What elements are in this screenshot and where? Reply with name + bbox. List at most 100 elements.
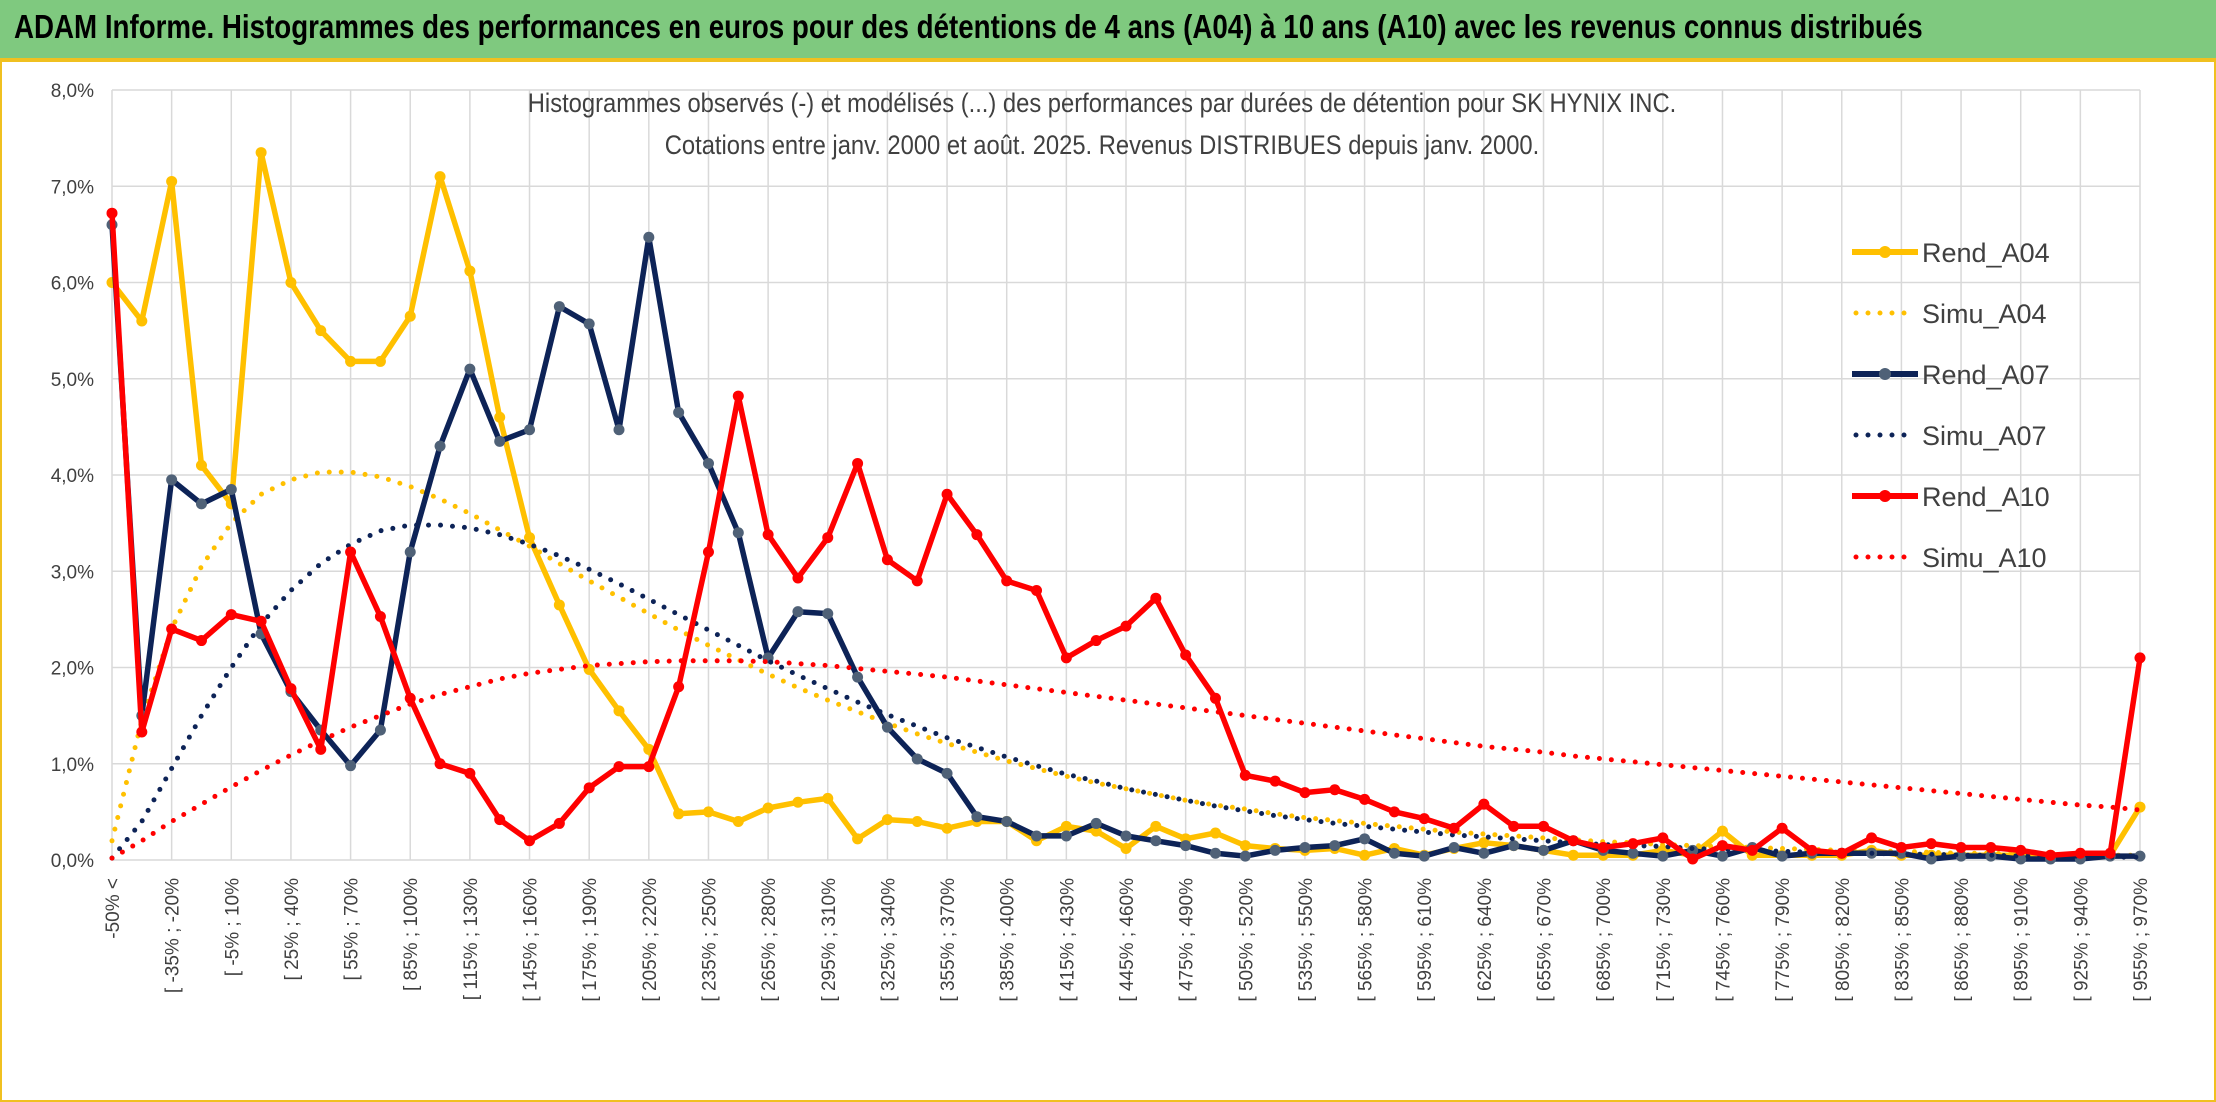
legend-marker xyxy=(1879,490,1891,502)
data-point xyxy=(852,833,864,845)
legend-label: Simu_A04 xyxy=(1922,299,2047,329)
legend-label: Simu_A10 xyxy=(1922,543,2047,573)
y-tick-label: 4,0% xyxy=(51,466,94,487)
data-point xyxy=(374,355,386,367)
data-point xyxy=(613,705,625,717)
data-point xyxy=(941,767,953,779)
x-tick-label: [ 145% ; 160% xyxy=(521,878,542,1002)
data-point xyxy=(1031,830,1043,842)
data-point xyxy=(1478,847,1490,859)
data-point xyxy=(345,760,357,772)
data-point xyxy=(971,529,983,541)
data-point xyxy=(255,147,267,159)
data-point xyxy=(345,546,357,558)
x-tick-label: [ 175% ; 190% xyxy=(580,878,601,1002)
legend-label: Rend_A10 xyxy=(1922,482,2050,512)
x-tick-label: [ 655% ; 670% xyxy=(1535,878,1556,1002)
data-point xyxy=(2015,844,2027,856)
data-point xyxy=(166,175,178,187)
data-point xyxy=(881,814,893,826)
data-point xyxy=(762,529,774,541)
data-point xyxy=(136,726,148,738)
data-point xyxy=(613,761,625,773)
data-point xyxy=(1060,652,1072,664)
data-point xyxy=(1001,816,1013,827)
x-tick-label: [ 685% ; 700% xyxy=(1594,878,1615,1002)
x-tick-label: [ 415% ; 430% xyxy=(1057,878,1078,1002)
x-tick-label: [ 25% ; 40% xyxy=(282,878,303,981)
x-tick-label: [ 595% ; 610% xyxy=(1415,878,1436,1002)
x-tick-label: [ 445% ; 460% xyxy=(1117,878,1138,1002)
data-point xyxy=(1090,817,1102,829)
data-point xyxy=(345,355,357,367)
data-point xyxy=(1060,820,1072,832)
legend-item: Simu_A04 xyxy=(1853,299,2047,329)
data-point xyxy=(1508,820,1520,832)
data-point xyxy=(1269,844,1281,856)
data-point xyxy=(1597,841,1609,853)
data-point xyxy=(852,671,864,683)
data-point xyxy=(1478,798,1490,810)
data-point xyxy=(1269,775,1281,787)
legend-item: Rend_A04 xyxy=(1852,238,2050,268)
data-point xyxy=(1418,813,1430,825)
data-point xyxy=(1090,825,1102,837)
data-point xyxy=(106,207,118,219)
data-point xyxy=(673,406,685,418)
data-point xyxy=(315,743,327,755)
x-tick-label: [ 895% ; 910% xyxy=(2012,878,2033,1002)
data-point xyxy=(732,527,744,539)
legend: Rend_A04 Simu_A04 Rend_A07 Simu_A07 Rend_A10… xyxy=(1852,238,2050,573)
data-point xyxy=(404,310,416,322)
x-tick-label: [ 115% ; 130% xyxy=(461,878,482,1000)
data-point xyxy=(613,424,625,436)
data-point xyxy=(1299,787,1311,799)
data-point xyxy=(464,265,476,277)
data-point xyxy=(852,457,864,469)
data-point xyxy=(464,363,476,375)
data-point xyxy=(1806,844,1818,856)
legend-label: Rend_A07 xyxy=(1922,360,2050,390)
data-point xyxy=(1448,822,1460,834)
data-point xyxy=(702,806,714,818)
x-tick-label: [ 565% ; 580% xyxy=(1356,878,1377,1002)
series-Simu_A10 xyxy=(109,658,2143,861)
data-point xyxy=(1150,820,1162,832)
data-point xyxy=(285,277,297,288)
data-point xyxy=(1150,835,1162,847)
data-point xyxy=(225,483,237,495)
legend-item: Rend_A07 xyxy=(1852,360,2050,390)
data-point xyxy=(941,488,953,500)
data-point xyxy=(195,459,207,471)
data-point xyxy=(1478,837,1490,849)
x-tick-label: [ -5% ; 10% xyxy=(222,878,243,976)
data-point xyxy=(732,390,744,402)
data-point xyxy=(792,796,804,808)
data-point xyxy=(1209,847,1221,859)
gridlines xyxy=(111,89,2141,861)
line-chart: Histogrammes observés (-) et modélisés (… xyxy=(51,81,2152,1002)
data-point xyxy=(822,792,834,804)
data-point xyxy=(1776,850,1788,862)
x-tick-label: [ 235% ; 250% xyxy=(699,878,720,1002)
data-point xyxy=(1716,825,1728,837)
data-point xyxy=(1657,832,1669,844)
series-line xyxy=(109,658,2143,861)
data-point xyxy=(792,606,804,618)
data-point xyxy=(1239,769,1251,781)
report-title: ADAM Informe. Histogrammes des performan… xyxy=(14,8,1923,45)
data-point xyxy=(1090,635,1102,647)
x-tick-label: [ 955% ; 970% xyxy=(2131,878,2152,1002)
y-tick-label: 5,0% xyxy=(51,370,94,391)
data-point xyxy=(524,835,536,847)
x-tick-label: [ 805% ; 820% xyxy=(1833,878,1854,1002)
data-point xyxy=(494,814,506,826)
data-point xyxy=(166,623,178,635)
data-point xyxy=(1895,841,1907,853)
data-point xyxy=(881,721,893,733)
data-point xyxy=(881,554,893,566)
data-point xyxy=(1031,585,1043,596)
data-point xyxy=(1955,841,1967,853)
x-tick-label: [ 325% ; 340% xyxy=(878,878,899,1002)
x-tick-label: [ 265% ; 280% xyxy=(759,878,780,1002)
